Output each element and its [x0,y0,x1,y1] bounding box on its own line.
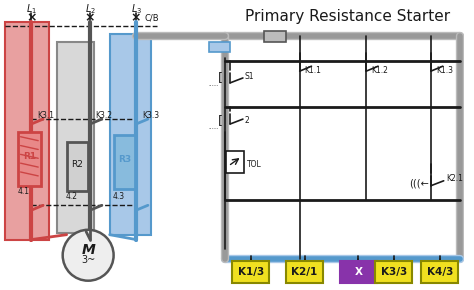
Text: 4.3: 4.3 [113,192,125,201]
Text: K1.1: K1.1 [305,66,321,75]
Text: ×: × [131,12,141,25]
Text: K4/3: K4/3 [427,267,453,277]
Text: ×: × [85,12,95,25]
Text: ......: ...... [208,125,219,130]
Text: ×: × [26,12,36,25]
Bar [340,261,377,283]
Text: $L_1$: $L_1$ [26,3,37,16]
Text: 2: 2 [245,116,250,125]
Bar [57,42,94,233]
Circle shape [63,230,114,281]
Text: TOL: TOL [247,160,262,169]
Text: R3: R3 [118,155,131,164]
Text: K1.3: K1.3 [436,66,453,75]
Bar [5,22,49,240]
Bar [264,31,286,42]
Text: S1: S1 [245,72,255,81]
Text: K2.1: K2.1 [447,174,464,183]
Bar [114,135,135,188]
Text: K3/3: K3/3 [381,267,407,277]
Text: Primary Resistance Starter: Primary Resistance Starter [245,9,450,24]
Text: [: [ [219,114,223,126]
Text: K3.2: K3.2 [95,111,112,120]
Text: 4.2: 4.2 [65,192,78,201]
Text: 3~: 3~ [81,255,95,265]
Text: X: X [355,267,363,277]
Text: K1.2: K1.2 [371,66,388,75]
Text: M: M [81,243,95,257]
Text: [: [ [219,71,223,84]
Bar [67,142,88,191]
Bar [421,261,458,283]
Text: (((←: (((← [410,179,429,189]
Bar [226,151,244,173]
Text: 4.1: 4.1 [18,187,30,196]
Text: C/B: C/B [145,14,160,23]
Text: K3.1: K3.1 [37,111,54,120]
Bar [375,261,412,283]
Text: K2/1: K2/1 [292,267,318,277]
Bar [209,42,230,52]
Text: R1: R1 [23,152,36,161]
Bar [286,261,323,283]
Bar [109,34,151,235]
Text: K1/3: K1/3 [237,267,264,277]
Bar [232,261,269,283]
Bar [18,132,41,186]
Text: R2: R2 [72,160,83,169]
Text: ......: ...... [208,82,219,87]
Text: $L_3$: $L_3$ [130,3,142,16]
Text: K3.3: K3.3 [142,111,159,120]
Text: $L_2$: $L_2$ [85,3,96,16]
